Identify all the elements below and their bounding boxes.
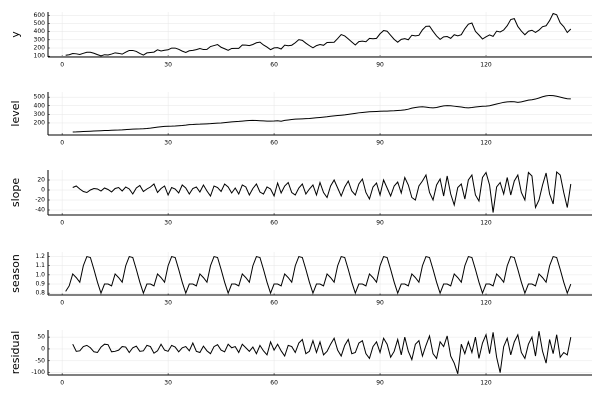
y-tick-label: 200 xyxy=(34,45,46,52)
x-tick-label: 30 xyxy=(164,220,172,227)
x-tick-label: 60 xyxy=(270,140,278,147)
x-tick-label: 0 xyxy=(60,220,64,227)
data-line xyxy=(72,171,572,213)
y-axis-label: level xyxy=(9,100,22,126)
y-tick-label: -100 xyxy=(31,369,45,376)
y-axis-label: residual xyxy=(9,331,22,375)
y-tick-label: -20 xyxy=(35,197,45,204)
x-tick-label: 120 xyxy=(480,140,492,147)
x-tick-label: 0 xyxy=(60,62,64,69)
data-line xyxy=(72,331,572,374)
y-tick-label: 300 xyxy=(34,36,46,43)
y-tick-label: 1.2 xyxy=(35,253,45,260)
x-tick-label: 90 xyxy=(376,62,384,69)
x-tick-label: 60 xyxy=(270,380,278,387)
x-tick-label: 60 xyxy=(270,62,278,69)
y-tick-label: 600 xyxy=(34,12,46,19)
x-tick-label: 0 xyxy=(60,140,64,147)
y-tick-label: -50 xyxy=(35,357,45,364)
x-tick-label: 30 xyxy=(164,380,172,387)
x-tick-label: 120 xyxy=(480,300,492,307)
y-tick-label: 500 xyxy=(34,94,46,101)
y-tick-label: 50 xyxy=(37,334,45,341)
y-tick-label: 0 xyxy=(41,187,45,194)
x-tick-label: 120 xyxy=(480,62,492,69)
y-tick-label: 0.9 xyxy=(35,281,45,288)
x-tick-label: 90 xyxy=(376,300,384,307)
y-tick-label: 1.0 xyxy=(35,271,45,278)
x-tick-label: 60 xyxy=(270,300,278,307)
y-axis-label: season xyxy=(9,254,22,293)
x-tick-label: 30 xyxy=(164,300,172,307)
x-tick-label: 30 xyxy=(164,62,172,69)
data-line xyxy=(65,12,572,57)
x-tick-label: 120 xyxy=(480,220,492,227)
y-tick-label: 400 xyxy=(34,28,46,35)
x-tick-label: 90 xyxy=(376,140,384,147)
y-tick-label: 0 xyxy=(41,345,45,352)
y-tick-label: -40 xyxy=(35,207,45,214)
x-tick-label: 30 xyxy=(164,140,172,147)
x-tick-label: 120 xyxy=(480,380,492,387)
x-tick-label: 0 xyxy=(60,380,64,387)
x-tick-label: 60 xyxy=(270,220,278,227)
y-tick-label: 400 xyxy=(34,102,46,109)
x-tick-label: 90 xyxy=(376,380,384,387)
y-axis-label: y xyxy=(9,31,22,38)
y-tick-label: 20 xyxy=(37,177,45,184)
y-tick-label: 500 xyxy=(34,20,46,27)
y-tick-label: 100 xyxy=(34,53,46,60)
y-tick-label: 300 xyxy=(34,111,46,118)
x-tick-label: 90 xyxy=(376,220,384,227)
x-tick-label: 0 xyxy=(60,300,64,307)
y-tick-label: 200 xyxy=(34,119,46,126)
data-line xyxy=(65,255,572,295)
y-tick-label: 1.1 xyxy=(35,262,45,269)
data-line xyxy=(72,94,571,133)
y-tick-label: 0.8 xyxy=(35,290,45,297)
y-axis-label: slope xyxy=(9,178,22,207)
